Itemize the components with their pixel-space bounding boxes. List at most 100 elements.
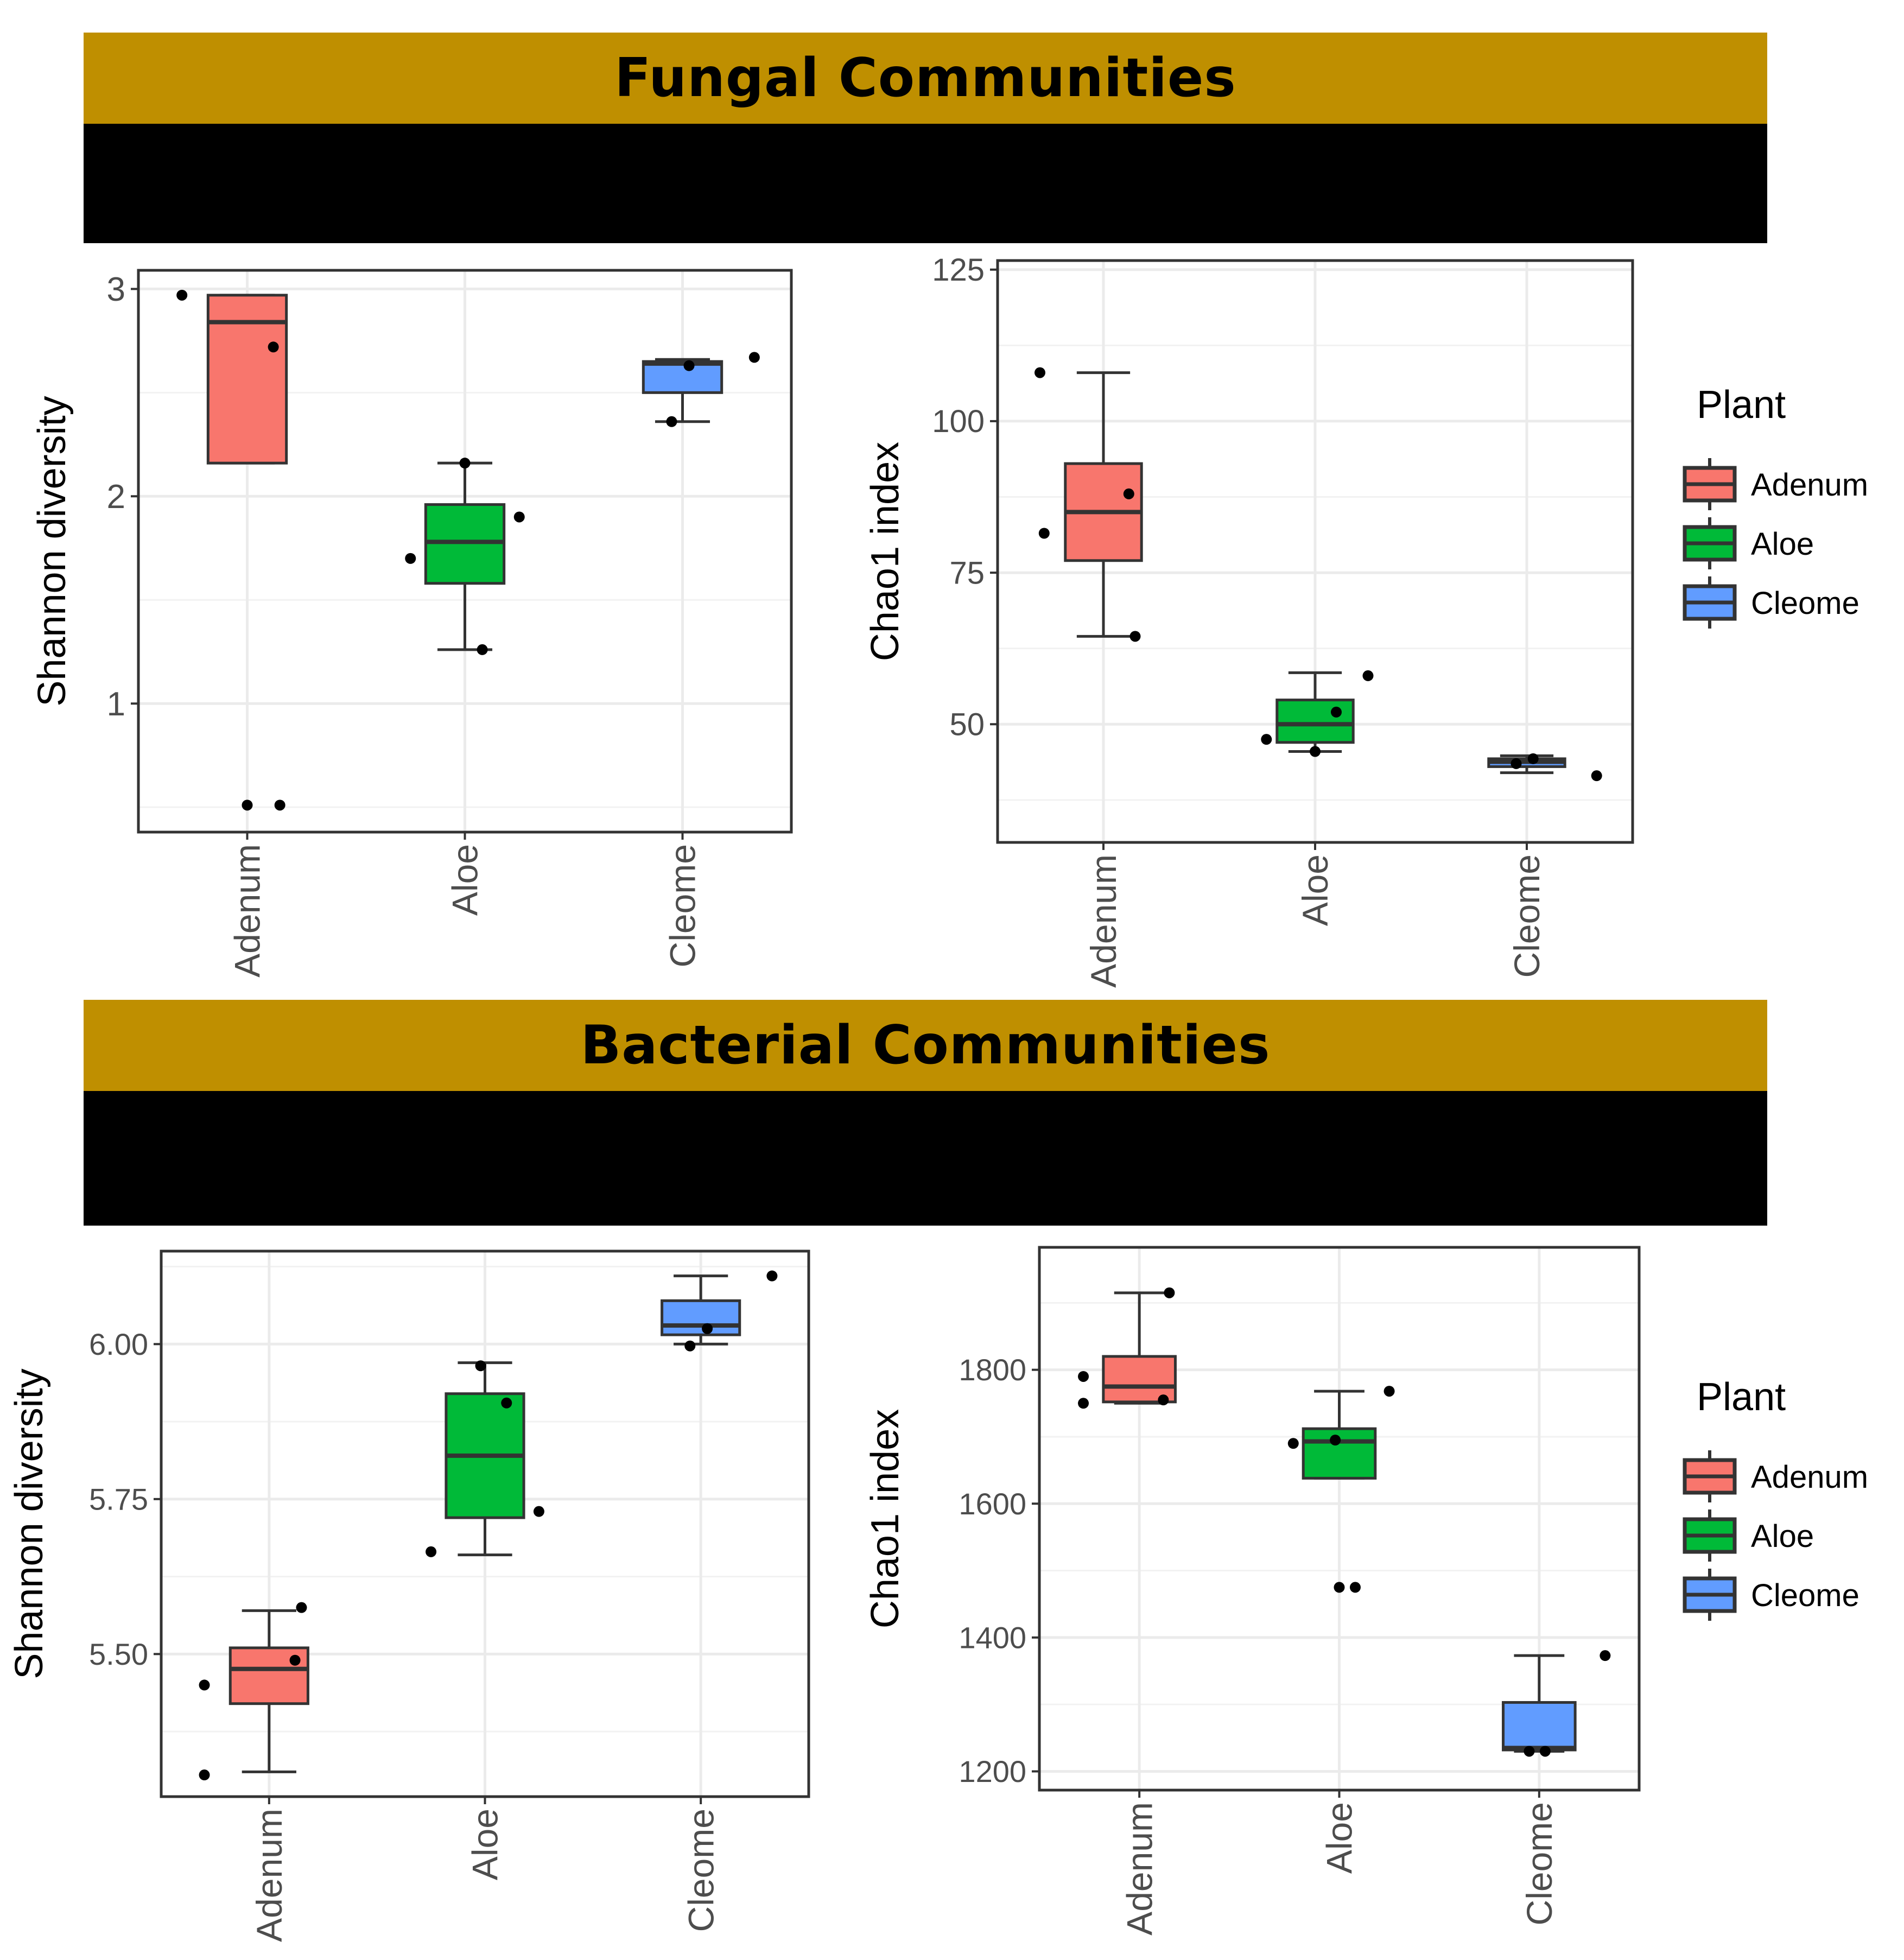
- x-tick-label-cleome: Cleome: [1507, 854, 1547, 978]
- legend-key-cleome: [1683, 1569, 1737, 1621]
- box-aloe: [1302, 1427, 1377, 1480]
- x-tick-label-adenum: Adenum: [227, 844, 268, 978]
- data-point: [1383, 1386, 1395, 1397]
- data-point: [296, 1602, 307, 1613]
- data-point: [1038, 528, 1050, 539]
- legend-2: Plant Adenum Aloe Cleome: [1683, 1375, 1868, 1621]
- data-point: [199, 1679, 210, 1691]
- data-point: [289, 1654, 301, 1666]
- data-point: [459, 458, 471, 469]
- y-tick-label: 50: [949, 707, 985, 743]
- y-tick-label: 5.50: [89, 1637, 148, 1671]
- y-tick-label: 1400: [959, 1620, 1026, 1654]
- data-point: [1261, 734, 1272, 745]
- y-tick-label: 125: [932, 252, 985, 288]
- box-adenum: [1102, 1355, 1177, 1404]
- y-tick-label: 6.00: [89, 1327, 148, 1361]
- data-point: [1527, 753, 1539, 764]
- data-point: [1078, 1371, 1089, 1382]
- x-tick-label-aloe: Aloe: [445, 844, 485, 916]
- data-point: [475, 1360, 486, 1372]
- legend-title: Plant: [1697, 1375, 1786, 1419]
- fungal-banner: Fungal Communities: [84, 33, 1767, 243]
- data-point: [683, 360, 695, 371]
- data-point: [1310, 746, 1321, 757]
- chart-bacterial-shannon: 5.50 5.75 6.00 Adenum Aloe Cleome Shannon dive…: [8, 1249, 810, 1942]
- y-tick-label: 5.75: [89, 1482, 148, 1516]
- legend-key-adenum: [1683, 458, 1737, 510]
- y-axis-title: Shannon diversity: [30, 396, 74, 706]
- chart-fungal-chao1: 50 75 100 125 Adenum Aloe Cleome Chao1 index: [864, 252, 1634, 988]
- legend-label-aloe: Aloe: [1751, 1519, 1814, 1554]
- data-point: [268, 341, 279, 353]
- box-cleome: [642, 360, 723, 394]
- data-point: [199, 1769, 210, 1781]
- y-tick-label: 1600: [959, 1487, 1026, 1521]
- y-axis-title: Chao1 index: [864, 1409, 907, 1628]
- y-tick-label: 75: [949, 555, 985, 591]
- bacterial-banner: Bacterial Communities: [84, 1000, 1767, 1226]
- legend-label-cleome: Cleome: [1751, 1578, 1859, 1613]
- x-tick-label-cleome: Cleome: [681, 1809, 721, 1932]
- chart-bacterial-chao1: 1200 1400 1600 1800 Adenum Aloe Cleome Chao1 in…: [864, 1246, 1641, 1936]
- x-tick-label-adenum: Adenum: [249, 1809, 289, 1942]
- data-point: [533, 1506, 544, 1517]
- x-tick-label-aloe: Aloe: [465, 1809, 505, 1880]
- y-tick-label: 1: [107, 686, 125, 723]
- x-tick-label-aloe: Aloe: [1295, 854, 1335, 926]
- data-point: [1129, 631, 1141, 642]
- x-tick-label-cleome: Cleome: [663, 844, 703, 967]
- legend-key-adenum: [1683, 1450, 1737, 1502]
- data-point: [702, 1323, 713, 1334]
- data-point: [1330, 1435, 1341, 1446]
- y-tick-label: 1800: [959, 1353, 1026, 1387]
- y-tick-label: 1200: [959, 1754, 1026, 1788]
- data-point: [1158, 1394, 1169, 1406]
- data-point: [1539, 1746, 1551, 1757]
- data-point: [1034, 367, 1045, 378]
- data-point: [513, 511, 525, 523]
- data-point: [477, 644, 488, 655]
- data-point: [426, 1546, 437, 1557]
- box-cleome: [1502, 1701, 1577, 1752]
- data-point: [1600, 1650, 1611, 1661]
- data-point: [1524, 1746, 1535, 1757]
- y-tick-label: 100: [932, 404, 985, 439]
- data-point: [1362, 670, 1374, 681]
- y-axis-title: Shannon diversity: [8, 1368, 51, 1679]
- x-tick-label-adenum: Adenum: [1119, 1802, 1159, 1936]
- legend-title: Plant: [1697, 383, 1786, 427]
- bacterial-banner-bar: [84, 1091, 1767, 1226]
- legend-label-aloe: Aloe: [1751, 527, 1814, 562]
- fungal-banner-bar: [84, 124, 1767, 243]
- data-point: [242, 800, 253, 811]
- x-tick-label-cleome: Cleome: [1519, 1802, 1559, 1925]
- data-point: [274, 800, 285, 811]
- bacterial-banner-title: Bacterial Communities: [84, 1000, 1767, 1091]
- data-point: [1510, 758, 1522, 769]
- box-cleome: [661, 1299, 741, 1336]
- chart-fungal-shannon: 1 2 3 Adenum Aloe Cleome Shannon diversity: [30, 269, 793, 978]
- data-point: [1078, 1398, 1089, 1409]
- data-point: [766, 1270, 778, 1282]
- legend-label-adenum: Adenum: [1751, 467, 1868, 503]
- data-point: [748, 352, 760, 363]
- legend-key-cleome: [1683, 576, 1737, 629]
- data-point: [1349, 1582, 1361, 1593]
- data-point: [1331, 706, 1342, 718]
- x-tick-label-adenum: Adenum: [1083, 854, 1124, 988]
- data-point: [684, 1340, 696, 1352]
- data-point: [1123, 488, 1134, 499]
- legend-1: Plant Adenum Aloe Cleome: [1683, 383, 1868, 629]
- data-point: [501, 1397, 512, 1409]
- legend-label-adenum: Adenum: [1751, 1460, 1868, 1495]
- legend-key-aloe: [1683, 517, 1737, 569]
- x-tick-label-aloe: Aloe: [1319, 1802, 1360, 1874]
- data-point: [666, 416, 677, 427]
- fungal-banner-title: Fungal Communities: [84, 33, 1767, 124]
- legend-label-cleome: Cleome: [1751, 586, 1859, 621]
- data-point: [405, 553, 416, 564]
- data-point: [1287, 1438, 1299, 1449]
- data-point: [1334, 1582, 1345, 1593]
